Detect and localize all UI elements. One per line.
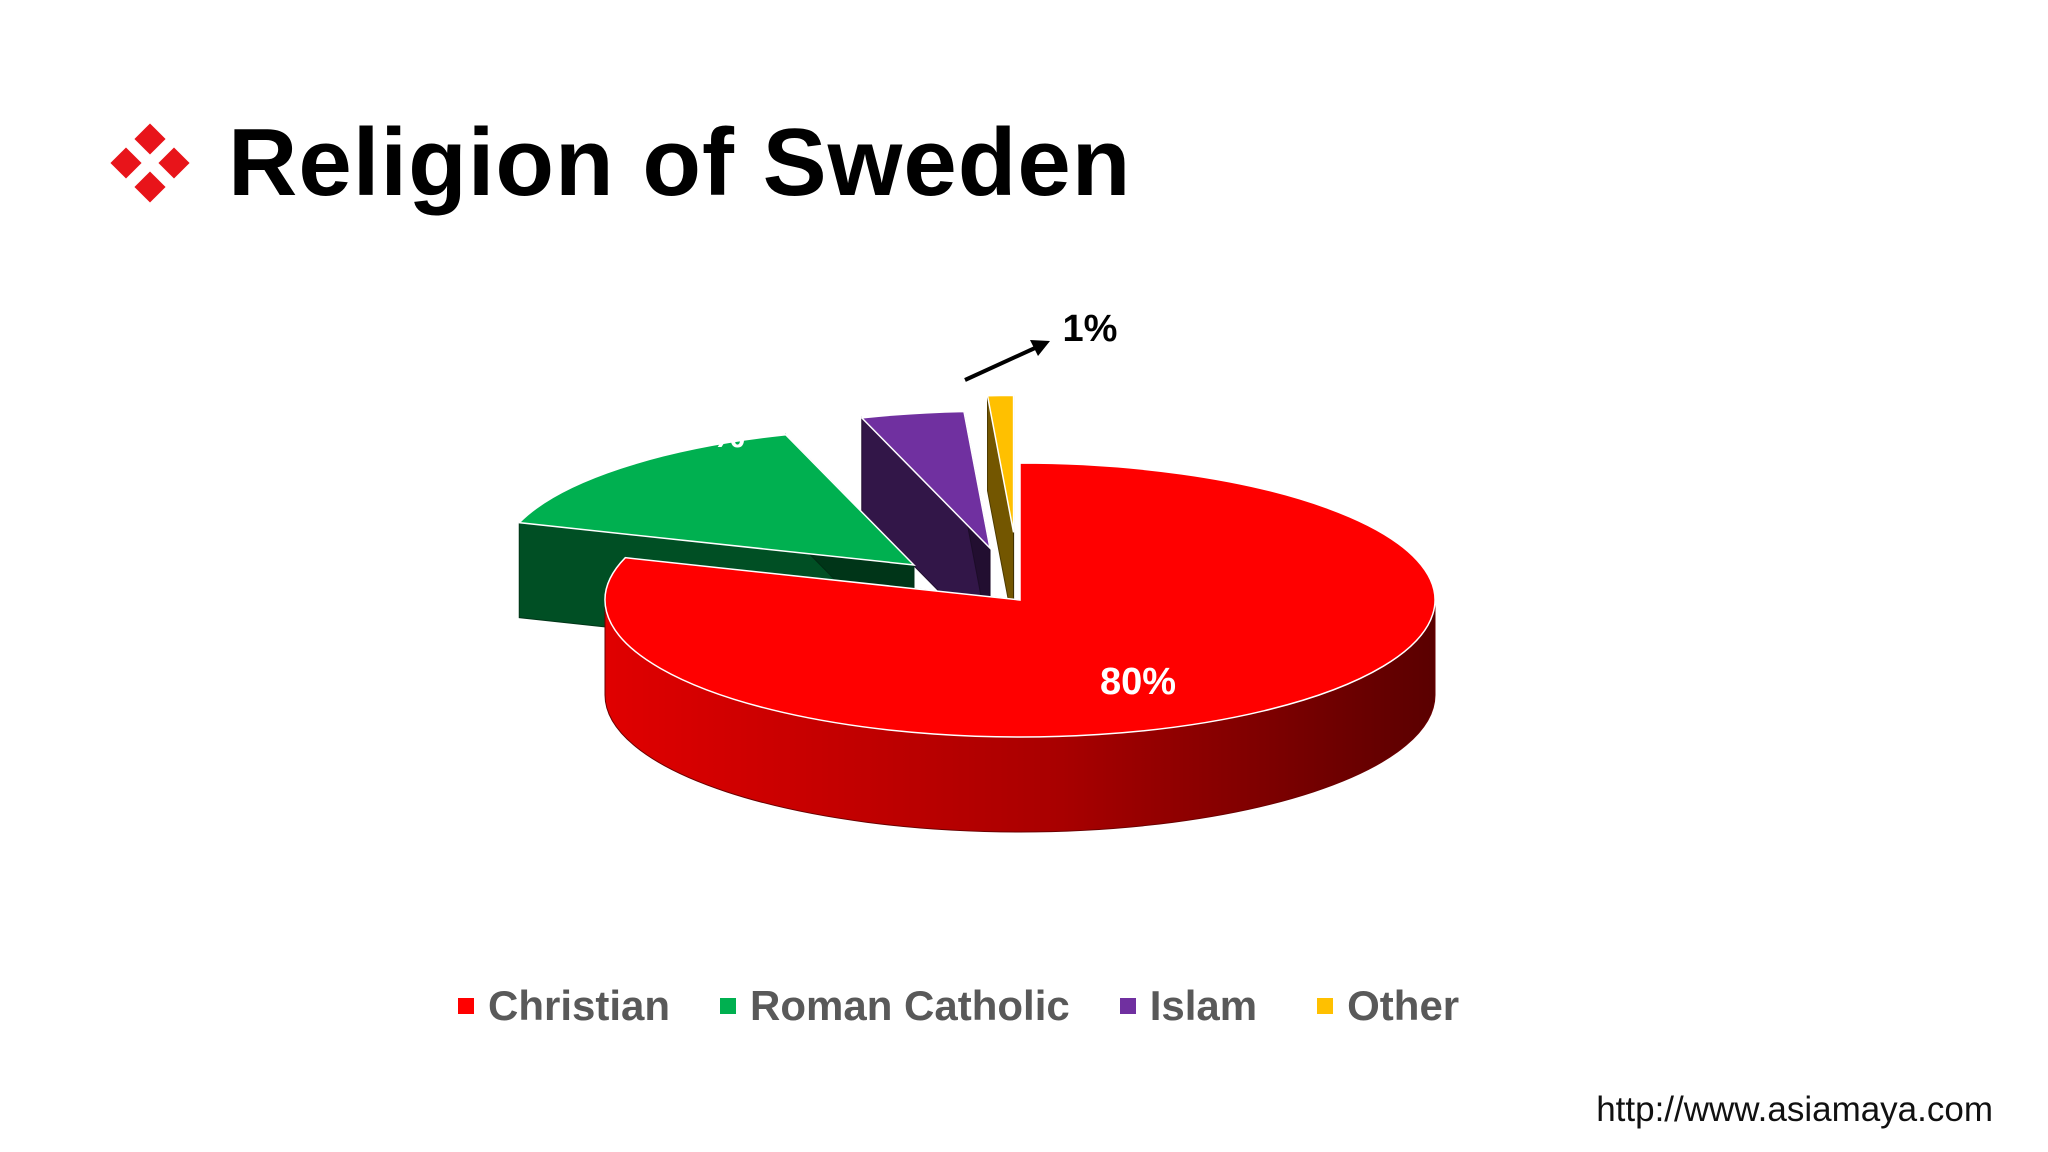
source-url: http://www.asiamaya.com	[1596, 1090, 1993, 1129]
title-row: Religion of Sweden	[110, 108, 1132, 218]
legend-label-roman-catholic: Roman Catholic	[750, 982, 1070, 1029]
leader-arrow-line	[964, 346, 1036, 382]
slice-christian	[604, 462, 1436, 833]
data-label-roman-catholic: 15%	[669, 414, 745, 456]
legend-item-roman-catholic: Roman Catholic	[720, 982, 1070, 1030]
data-label-christian: 80%	[1100, 661, 1176, 703]
legend-label-other: Other	[1347, 982, 1460, 1029]
legend-item-islam: Islam	[1119, 982, 1258, 1030]
legend-swatch-roman-catholic	[720, 998, 737, 1014]
legend-swatch-islam	[1119, 998, 1136, 1014]
legend-swatch-christian	[458, 998, 474, 1014]
data-label-other: 1%	[1063, 308, 1118, 350]
slice-islam	[860, 410, 992, 645]
legend-label-christian: Christian	[488, 982, 671, 1029]
slice-top-other	[986, 394, 1015, 533]
chart-legend: Christian Roman Catholic Islam Other	[458, 982, 1509, 1030]
legend-item-other: Other	[1317, 982, 1459, 1030]
data-label-islam: 4%	[861, 349, 916, 391]
leader-arrow-icon	[1030, 340, 1050, 356]
legend-swatch-other	[1317, 998, 1334, 1014]
slice-top-roman-catholic	[517, 433, 916, 566]
slide-title: Religion of Sweden	[228, 109, 1132, 216]
legend-label-islam: Islam	[1149, 982, 1258, 1029]
slice-top-christian	[604, 462, 1436, 738]
slice-other	[986, 394, 1015, 628]
legend-item-christian: Christian	[458, 982, 670, 1030]
slice-top-islam	[860, 410, 992, 551]
